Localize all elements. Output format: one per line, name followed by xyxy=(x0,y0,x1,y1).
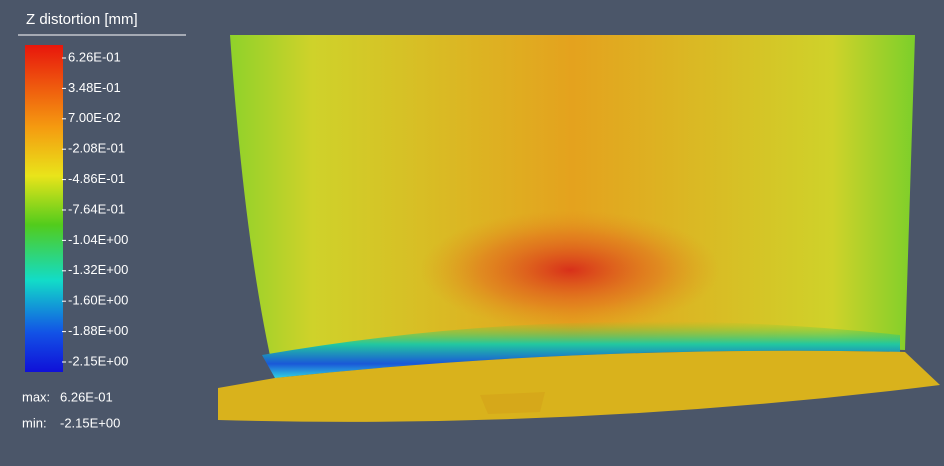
max-value: 6.26E-01 xyxy=(60,389,113,404)
viewport: Z distortion [mm] max: 6.26E-01 min: -2.… xyxy=(0,0,944,461)
scale-label: -4.86E-01 xyxy=(68,171,125,186)
scale-label: -1.88E+00 xyxy=(68,323,128,338)
scale-label: -2.08E-01 xyxy=(68,141,125,156)
part-model xyxy=(218,35,940,422)
scale-label: 6.26E-01 xyxy=(68,49,121,64)
scale-label: -1.32E+00 xyxy=(68,262,128,277)
scale-label: -1.04E+00 xyxy=(68,232,128,247)
color-scale xyxy=(25,45,63,372)
scale-label: -7.64E-01 xyxy=(68,201,125,216)
min-value: -2.15E+00 xyxy=(60,415,120,430)
scale-label: 7.00E-02 xyxy=(68,110,121,125)
max-label: max: xyxy=(22,389,50,404)
min-label: min: xyxy=(22,415,47,430)
scale-label: 3.48E-01 xyxy=(68,80,121,95)
scale-label: -2.15E+00 xyxy=(68,353,128,368)
legend-title: Z distortion [mm] xyxy=(26,11,138,28)
page: Z distortion [mm] max: 6.26E-01 min: -2.… xyxy=(0,0,944,461)
scale-label: -1.60E+00 xyxy=(68,293,128,308)
